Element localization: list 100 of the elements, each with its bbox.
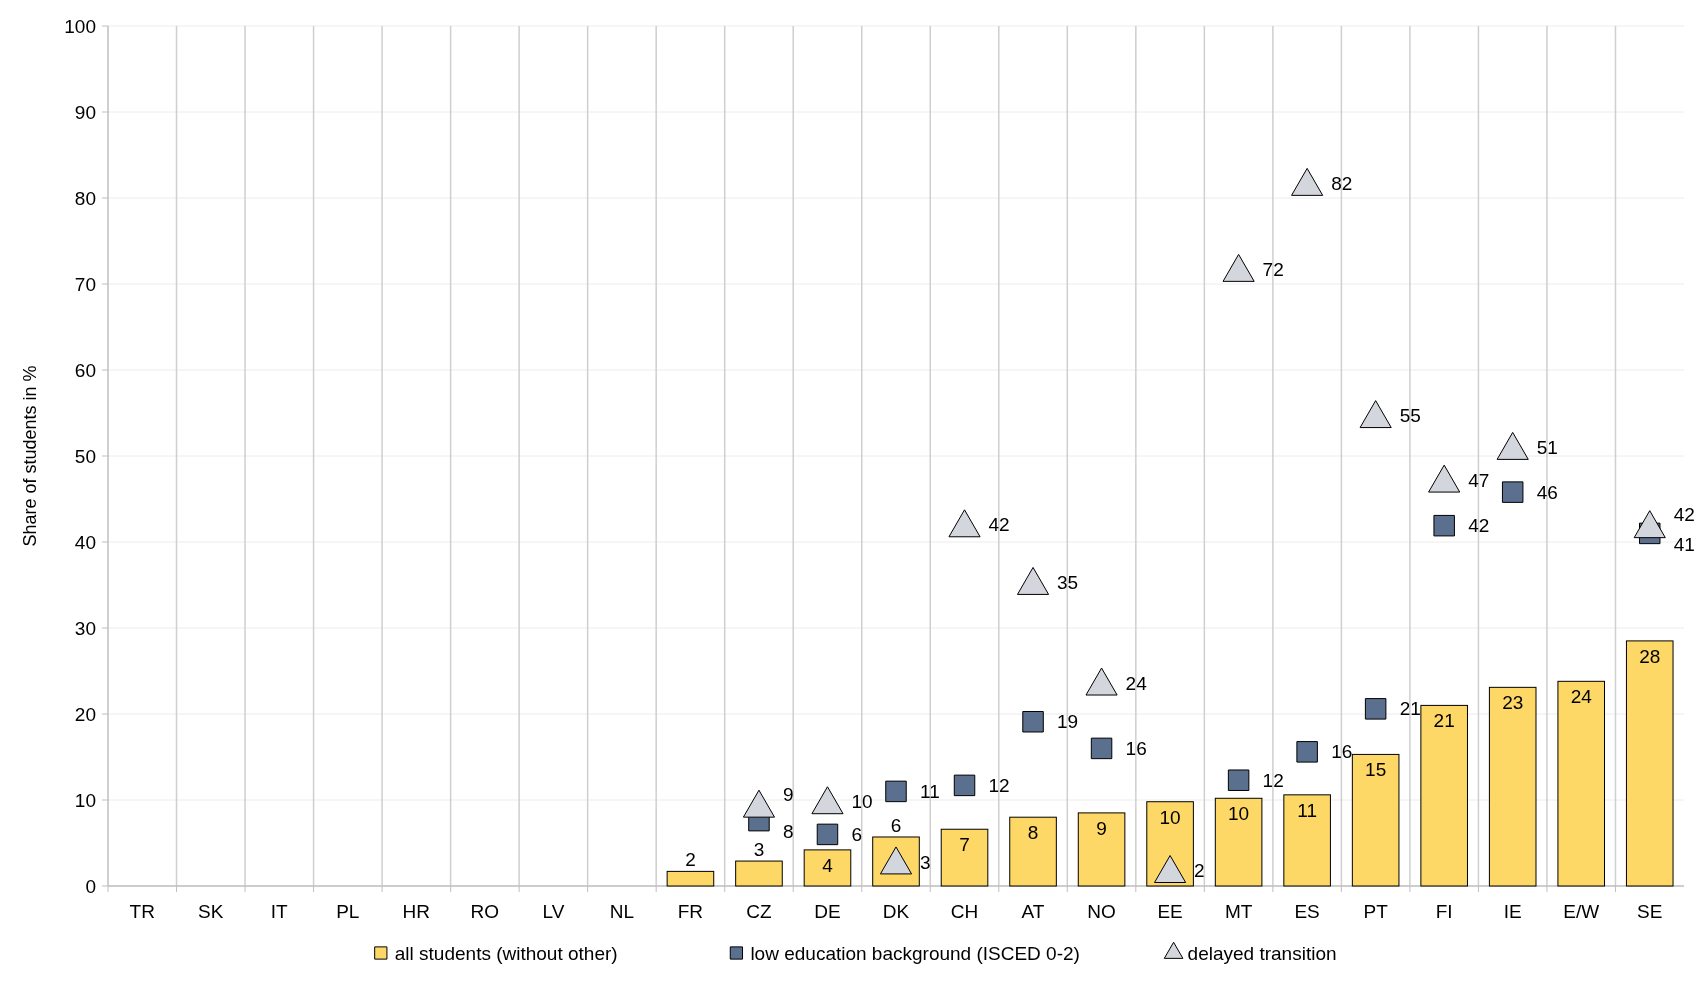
x-tick-label: RO bbox=[470, 901, 500, 922]
bar bbox=[1214, 797, 1263, 887]
x-tick-label: AT bbox=[1021, 901, 1045, 922]
x-tick-label: DE bbox=[814, 901, 841, 922]
data-label: 35 bbox=[1057, 572, 1079, 594]
point bbox=[1154, 855, 1187, 884]
x-tick-label: FR bbox=[677, 901, 704, 922]
bar bbox=[735, 860, 783, 887]
data-label: 24 bbox=[1570, 686, 1593, 708]
point bbox=[1296, 741, 1318, 763]
x-tick-label: SK bbox=[198, 901, 224, 922]
y-axis-title: Share of students in % bbox=[20, 365, 40, 547]
data-label: 51 bbox=[1536, 437, 1558, 459]
data-label: 72 bbox=[1262, 259, 1284, 281]
y-tick-label: 80 bbox=[74, 187, 96, 209]
data-label: 41 bbox=[1673, 534, 1695, 556]
y-tick-label: 50 bbox=[74, 445, 96, 467]
bar bbox=[666, 870, 715, 887]
x-tick-label: PT bbox=[1363, 901, 1389, 922]
data-label: 47 bbox=[1468, 469, 1490, 491]
data-label: 7 bbox=[959, 834, 970, 856]
data-label: 8 bbox=[782, 821, 794, 843]
bar bbox=[1283, 794, 1331, 887]
data-label: 23 bbox=[1502, 692, 1524, 714]
bar bbox=[1420, 704, 1468, 887]
legend-label: all students (without other) bbox=[394, 942, 618, 964]
data-label: 10 bbox=[851, 791, 873, 813]
data-label: 12 bbox=[1262, 769, 1284, 791]
x-tick-label: CZ bbox=[746, 901, 773, 922]
point bbox=[1501, 481, 1524, 503]
data-label: 2 bbox=[685, 849, 696, 871]
data-label: 15 bbox=[1365, 759, 1387, 781]
x-tick-label: HR bbox=[402, 901, 431, 922]
data-label: 6 bbox=[890, 814, 902, 836]
point bbox=[1633, 510, 1666, 539]
bar bbox=[1351, 753, 1400, 887]
x-tick-label: IT bbox=[270, 901, 289, 922]
data-label: 42 bbox=[1673, 504, 1695, 526]
data-label: 4 bbox=[822, 854, 834, 876]
data-label: 21 bbox=[1399, 698, 1421, 720]
bar bbox=[1557, 680, 1606, 887]
point bbox=[953, 774, 976, 797]
data-label: 10 bbox=[1159, 806, 1181, 828]
y-tick-label: 30 bbox=[74, 617, 96, 639]
data-label: 42 bbox=[1468, 515, 1490, 537]
point bbox=[1364, 698, 1387, 720]
x-tick-label: PL bbox=[336, 901, 360, 922]
data-label: 8 bbox=[1027, 822, 1039, 844]
bar bbox=[1625, 640, 1674, 887]
data-label: 3 bbox=[920, 851, 931, 873]
point bbox=[1291, 167, 1324, 196]
y-tick-label: 10 bbox=[74, 789, 96, 811]
point bbox=[1090, 737, 1113, 760]
data-label: 6 bbox=[851, 824, 863, 846]
x-tick-label: EE bbox=[1157, 901, 1183, 922]
data-label: 24 bbox=[1125, 672, 1148, 694]
data-label: 55 bbox=[1399, 405, 1421, 427]
y-tick-label: 60 bbox=[74, 359, 96, 381]
bar bbox=[1077, 812, 1126, 887]
data-label: 82 bbox=[1331, 173, 1353, 195]
x-tick-label: IE bbox=[1503, 901, 1522, 922]
x-tick-label: FI bbox=[1435, 901, 1453, 922]
point bbox=[816, 823, 839, 846]
bar bbox=[940, 828, 989, 887]
x-tick-label: NL bbox=[609, 901, 635, 922]
point bbox=[1428, 464, 1461, 493]
data-label: 12 bbox=[988, 775, 1010, 797]
data-label: 16 bbox=[1125, 738, 1147, 760]
data-label: 46 bbox=[1536, 481, 1558, 503]
point bbox=[811, 786, 844, 815]
x-tick-label: E/W bbox=[1563, 901, 1600, 922]
point bbox=[1085, 667, 1118, 696]
point bbox=[1022, 710, 1044, 733]
data-label: 9 bbox=[1096, 817, 1107, 839]
data-label: 19 bbox=[1057, 711, 1079, 733]
point bbox=[885, 780, 907, 803]
data-label: 42 bbox=[988, 514, 1010, 536]
data-label: 21 bbox=[1433, 710, 1455, 732]
point bbox=[1227, 769, 1250, 791]
data-label: 3 bbox=[753, 839, 765, 861]
x-tick-label: NO bbox=[1087, 901, 1116, 922]
x-tick-label: MT bbox=[1224, 901, 1253, 922]
x-tick-label: CH bbox=[950, 901, 979, 922]
x-tick-label: SE bbox=[1637, 901, 1663, 922]
point bbox=[1222, 253, 1255, 282]
y-tick-label: 100 bbox=[64, 15, 96, 37]
point bbox=[1359, 400, 1392, 429]
point bbox=[1496, 431, 1529, 460]
bar bbox=[803, 849, 852, 887]
data-label: 9 bbox=[782, 783, 794, 805]
data-label: 11 bbox=[1297, 799, 1317, 821]
point bbox=[1433, 514, 1455, 537]
y-tick-label: 20 bbox=[74, 703, 96, 725]
y-tick-label: 90 bbox=[74, 101, 96, 123]
x-tick-label: ES bbox=[1294, 901, 1320, 922]
data-label: 28 bbox=[1639, 645, 1661, 667]
data-label: 2 bbox=[1194, 860, 1205, 882]
point bbox=[1016, 566, 1050, 595]
data-label: 11 bbox=[920, 781, 940, 803]
x-tick-label: LV bbox=[542, 901, 565, 922]
